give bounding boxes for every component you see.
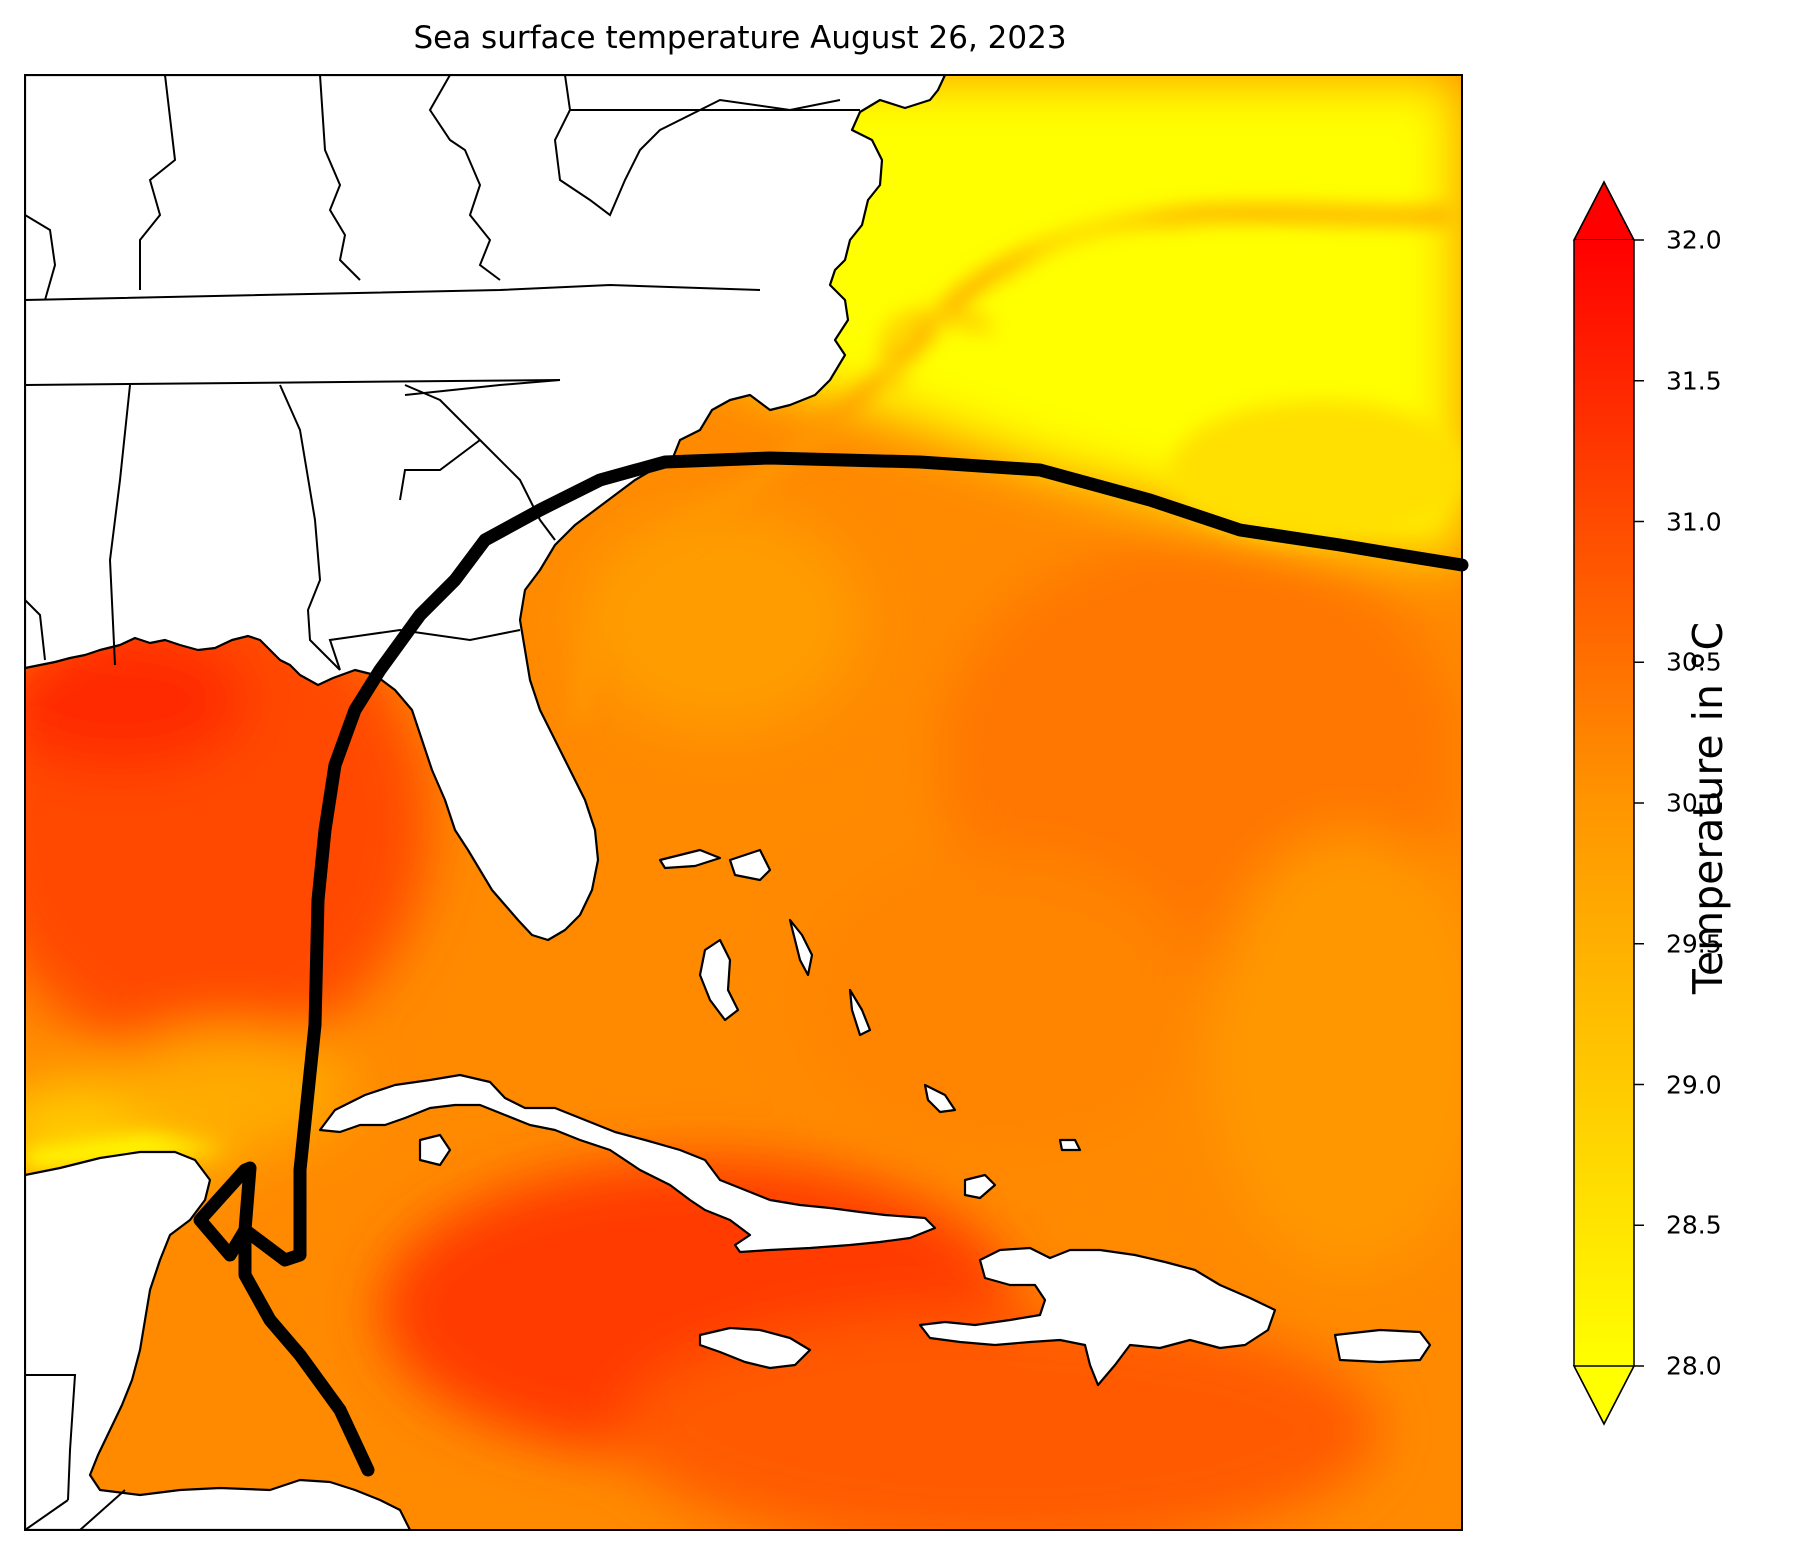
bahamas-grand bbox=[658, 848, 722, 870]
colorbar-tick-label: 28.0 bbox=[1666, 1351, 1722, 1381]
colorbar-label: Temperature in °C bbox=[1684, 621, 1732, 995]
colorbar-gradient bbox=[1574, 240, 1634, 1366]
colorbar-top-extension bbox=[1572, 180, 1636, 241]
bahamas-inagua bbox=[963, 1173, 997, 1200]
colorbar-tick-marks bbox=[1634, 239, 1644, 1367]
colorbar-tick-label: 30.0 bbox=[1666, 788, 1722, 818]
colorbar-tick-label: 31.0 bbox=[1666, 507, 1722, 536]
political-borders bbox=[25, 75, 860, 1530]
storm-track bbox=[193, 1161, 375, 1477]
bahamas-eleuthera bbox=[788, 918, 814, 977]
temperature-field bbox=[25, 75, 1462, 1530]
map-frame bbox=[24, 74, 1463, 1531]
land bbox=[25, 75, 1432, 1530]
hispaniola-island bbox=[918, 1246, 1277, 1387]
bahamas-long bbox=[848, 988, 872, 1037]
bahamas-small bbox=[1058, 1138, 1082, 1152]
central-america-landmass bbox=[25, 1150, 412, 1530]
cuba-island bbox=[318, 1073, 937, 1254]
bahamas-abaco bbox=[728, 848, 772, 882]
north-america-landmass bbox=[25, 75, 947, 942]
colorbar-tick-label: 30.5 bbox=[1666, 647, 1722, 677]
puerto-rico-island bbox=[1333, 1328, 1432, 1364]
colorbar-tick-label: 31.5 bbox=[1666, 366, 1722, 396]
map-title: Sea surface temperature August 26, 2023 bbox=[413, 20, 1067, 56]
bahamas-acklins bbox=[923, 1083, 957, 1114]
jamaica-island bbox=[698, 1326, 812, 1370]
colorbar-tick-label: 29.5 bbox=[1666, 929, 1722, 959]
colorbar-bottom-extension bbox=[1572, 1365, 1636, 1426]
storm-track-north bbox=[238, 451, 1469, 1267]
colorbar-tick-label: 28.5 bbox=[1666, 1210, 1722, 1240]
bahamas-andros bbox=[698, 938, 740, 1022]
colorbar-tick-label: 29.0 bbox=[1666, 1070, 1722, 1099]
colorbar-tick-label: 32.0 bbox=[1666, 225, 1722, 255]
isle-of-youth bbox=[418, 1133, 452, 1167]
